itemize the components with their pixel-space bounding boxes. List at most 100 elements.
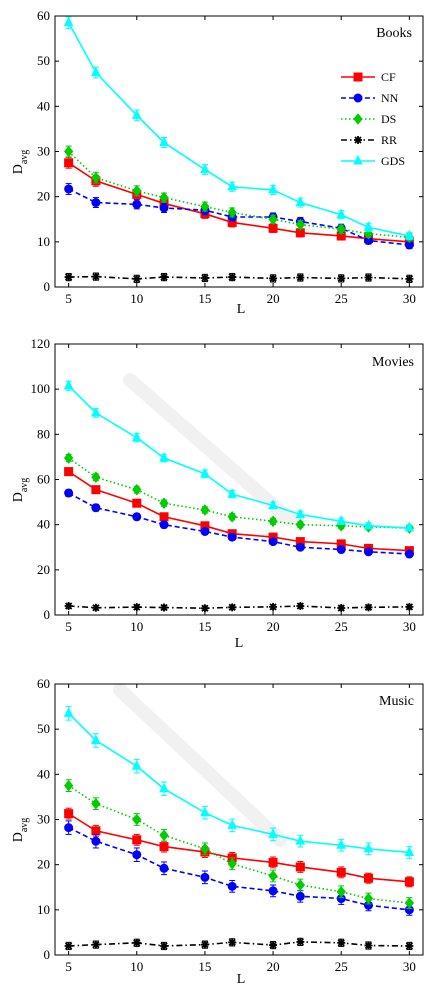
data-point (337, 938, 346, 947)
panel-title: Movies (372, 355, 414, 370)
data-point (64, 158, 74, 168)
data-point (268, 886, 278, 896)
data-point (132, 850, 142, 860)
chart-music: Music L Davg 5 10 15 20 25 30 0 10 20 30 40 50 60 (11, 676, 424, 985)
data-point (160, 273, 169, 282)
data-point (336, 515, 347, 525)
series-line (68, 784, 410, 904)
data-point (296, 601, 305, 610)
data-point (363, 873, 373, 883)
x-tick-label: 10 (130, 291, 143, 306)
data-point (268, 870, 278, 882)
x-tick-label: 30 (403, 291, 416, 306)
data-point (336, 223, 346, 235)
data-point (295, 542, 305, 552)
data-point (295, 518, 305, 531)
series-nn (64, 488, 414, 559)
data-point (227, 881, 237, 891)
data-point (200, 843, 210, 855)
data-point (159, 191, 169, 204)
data-point (131, 760, 142, 770)
data-point (200, 273, 209, 282)
series-gds (63, 706, 415, 859)
data-point (159, 842, 169, 852)
data-point (337, 603, 346, 612)
legend-marker (353, 154, 363, 165)
data-point (132, 512, 142, 522)
watermark (113, 373, 297, 847)
data-point (268, 828, 278, 838)
data-point (160, 603, 169, 612)
y-tick-label: 60 (37, 676, 50, 691)
data-point (91, 471, 101, 484)
y-tick-label: 100 (31, 381, 51, 396)
data-point (268, 857, 278, 867)
series-rr (64, 601, 414, 613)
data-point (159, 497, 169, 510)
data-point (200, 163, 210, 174)
data-point (404, 521, 415, 532)
data-point (91, 406, 101, 417)
legend-label: NN (381, 91, 399, 105)
y-tick-label: 60 (37, 472, 50, 487)
data-point (132, 603, 141, 612)
data-point (64, 488, 74, 498)
data-point (296, 937, 305, 946)
data-point (404, 877, 414, 887)
x-tick-label: 5 (65, 291, 72, 306)
data-point (91, 503, 101, 513)
data-point (227, 180, 237, 191)
data-point (227, 510, 237, 523)
data-point (336, 867, 346, 877)
legend-marker (353, 93, 363, 103)
y-tick-label: 60 (37, 8, 50, 23)
legend-marker (354, 136, 362, 144)
data-point (405, 941, 414, 950)
data-point (159, 136, 169, 146)
data-point (296, 273, 305, 282)
data-point (404, 549, 414, 559)
x-tick-label: 30 (403, 619, 416, 634)
panel-title: Music (379, 694, 414, 709)
y-tick-label: 30 (37, 812, 50, 827)
y-tick-label: 20 (37, 857, 50, 872)
y-axis-label: Davg (11, 478, 30, 503)
data-point (160, 941, 169, 950)
x-tick-label: 5 (65, 959, 72, 974)
data-point (363, 547, 373, 557)
data-point (269, 602, 278, 611)
data-point (364, 941, 373, 950)
y-tick-label: 40 (37, 98, 50, 113)
y-tick-label: 10 (37, 902, 50, 917)
data-point (91, 171, 101, 184)
data-point (295, 891, 305, 901)
data-point (159, 512, 169, 522)
data-point (132, 483, 142, 496)
data-point (159, 863, 169, 873)
x-tick-label: 20 (267, 291, 280, 306)
data-point (363, 221, 374, 231)
data-point (200, 526, 210, 536)
data-point (200, 200, 210, 213)
y-tick-label: 0 (44, 947, 51, 962)
data-point (337, 274, 346, 283)
data-point (228, 273, 237, 282)
x-tick-label: 30 (403, 959, 416, 974)
chart-movies: Movies L Davg 5 10 15 20 25 30 0 20 40 60 80 100 120 (11, 336, 424, 651)
data-point (295, 508, 306, 519)
data-point (91, 797, 101, 810)
data-point (200, 604, 209, 613)
y-tick-label: 0 (44, 279, 51, 294)
data-point (64, 184, 74, 194)
legend-label: GDS (381, 154, 405, 168)
data-point (159, 203, 169, 213)
data-point (364, 603, 373, 612)
data-point (159, 782, 169, 793)
data-point (63, 452, 74, 464)
data-point (131, 431, 142, 442)
data-point (227, 819, 237, 829)
legend-label: CF (381, 70, 396, 84)
data-point (405, 602, 414, 611)
data-point (91, 272, 100, 281)
